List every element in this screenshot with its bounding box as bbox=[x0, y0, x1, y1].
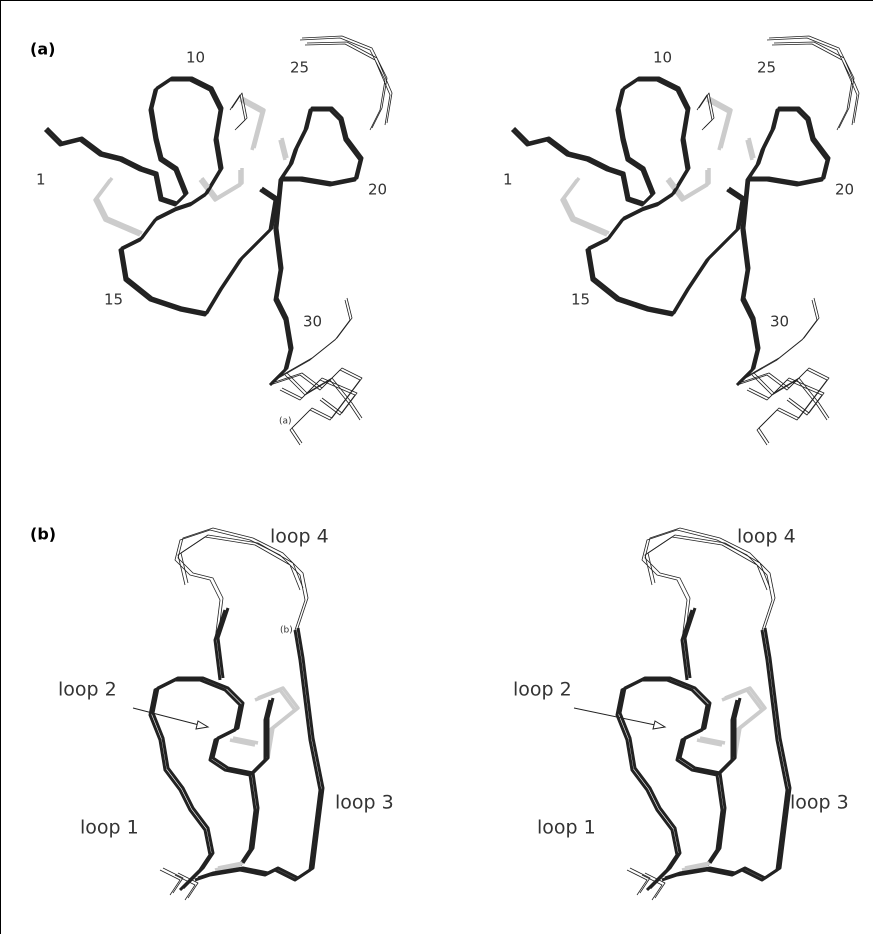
residue-label: 15 bbox=[571, 291, 590, 309]
annotation: (a) bbox=[279, 417, 292, 427]
residue-label: 20 bbox=[368, 181, 387, 199]
residue-label: 25 bbox=[290, 59, 309, 77]
page: {"panels": [ {"label": "(a)", "views": [… bbox=[0, 0, 873, 934]
residue-label: 10 bbox=[653, 49, 672, 67]
residue-label: 10 bbox=[186, 49, 205, 67]
residue-label: 30 bbox=[770, 313, 789, 331]
loop-label: loop 1 bbox=[80, 817, 139, 839]
residue-label: 1 bbox=[36, 171, 46, 189]
annotation: (b) bbox=[280, 626, 293, 636]
arrow-left bbox=[133, 708, 208, 729]
loop-label: loop 4 bbox=[737, 526, 796, 548]
loop-label: loop 2 bbox=[513, 679, 572, 701]
residue-label: 1 bbox=[503, 171, 513, 189]
loop-label: loop 3 bbox=[790, 792, 849, 814]
loop-label: loop 4 bbox=[270, 526, 329, 548]
loop-label: loop 3 bbox=[335, 792, 394, 814]
residue-label: 15 bbox=[104, 291, 123, 309]
loop-label: loop 1 bbox=[537, 817, 596, 839]
residue-label: 20 bbox=[835, 181, 854, 199]
trace-b-left bbox=[150, 530, 320, 900]
figure: (a) 10 25 1 20 15 30 (a) 10 25 1 20 15 3… bbox=[0, 0, 873, 934]
trace-a-left bbox=[47, 36, 392, 443]
panel-label: (b) bbox=[30, 525, 56, 544]
loop-label: loop 2 bbox=[58, 679, 117, 701]
trace-a-right bbox=[514, 36, 859, 443]
residue-label: 25 bbox=[757, 59, 776, 77]
residue-label: 30 bbox=[303, 313, 322, 331]
panel-label: (a) bbox=[30, 40, 55, 59]
trace-b-right bbox=[617, 530, 787, 900]
